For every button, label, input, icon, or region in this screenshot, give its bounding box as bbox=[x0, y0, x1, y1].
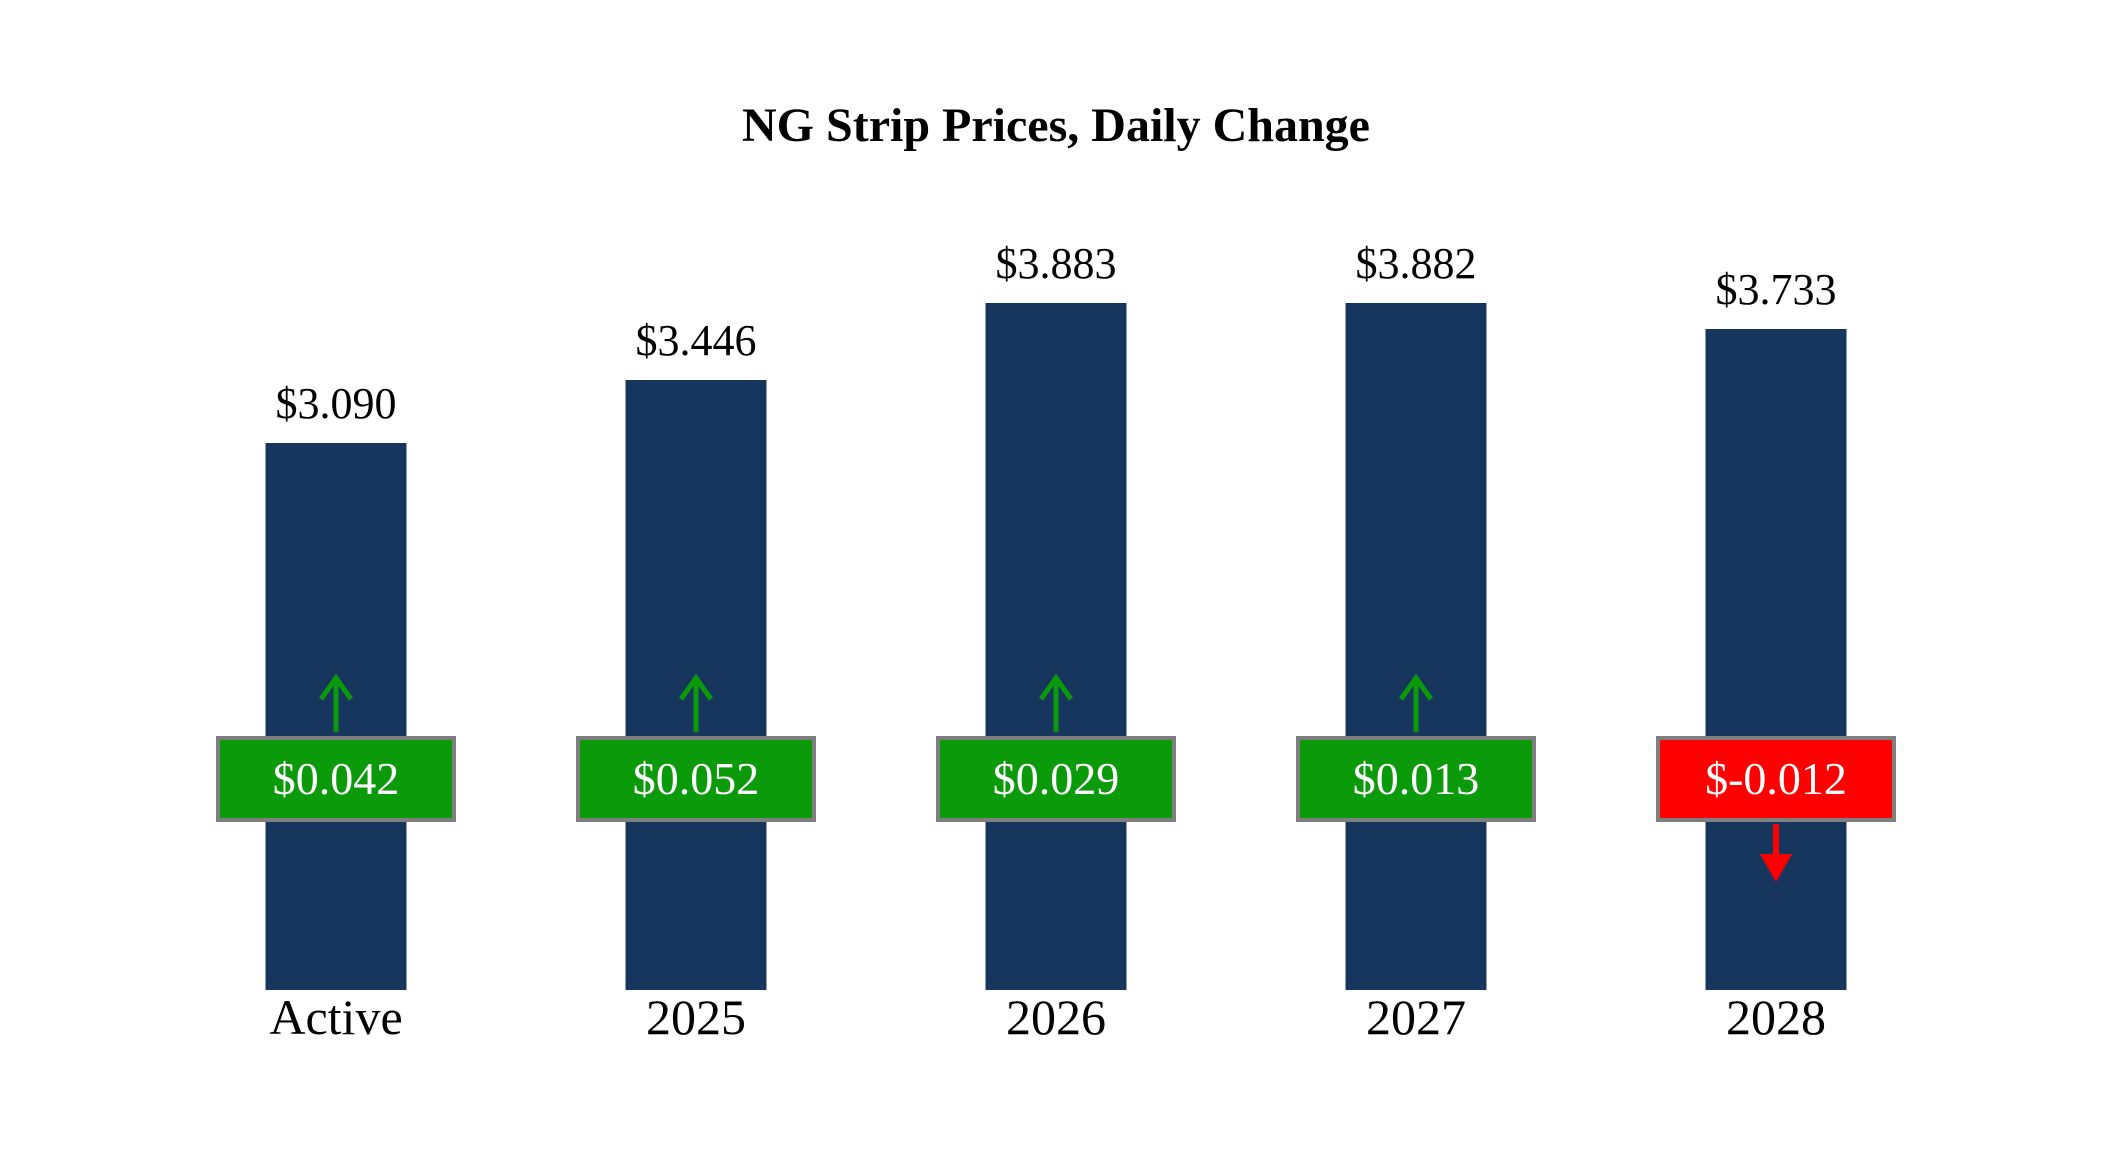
bar-value-label: $3.446 bbox=[635, 316, 757, 365]
up-arrow-icon bbox=[1398, 673, 1434, 732]
bar-value-label: $3.882 bbox=[1355, 239, 1477, 288]
change-badge: $-0.012 bbox=[1656, 736, 1896, 822]
price-bar bbox=[985, 303, 1127, 990]
bar-value-label: $3.733 bbox=[1715, 265, 1837, 314]
down-arrow-icon bbox=[1760, 824, 1792, 882]
category-label: 2027 bbox=[1366, 989, 1466, 1045]
change-badge: $0.029 bbox=[936, 736, 1176, 822]
up-arrow-icon bbox=[678, 673, 714, 732]
up-arrow-icon bbox=[1038, 673, 1074, 732]
bar-value-label: $3.090 bbox=[275, 379, 397, 428]
bar-group: $3.733 $-0.012 2028 bbox=[1596, 0, 1956, 1152]
category-label: 2028 bbox=[1726, 989, 1826, 1045]
bar-group: $3.883 $0.029 2026 bbox=[876, 0, 1236, 1152]
change-badge: $0.052 bbox=[576, 736, 816, 822]
change-badge: $0.013 bbox=[1296, 736, 1536, 822]
category-label: 2025 bbox=[646, 989, 746, 1045]
bar-group: $3.882 $0.013 2027 bbox=[1236, 0, 1596, 1152]
bar-columns: $3.090 $0.042 Active $3.446 $0.052 bbox=[156, 0, 1956, 1152]
change-badge: $0.042 bbox=[216, 736, 456, 822]
up-arrow-icon bbox=[318, 673, 354, 732]
bar-group: $3.090 $0.042 Active bbox=[156, 0, 516, 1152]
bar-group: $3.446 $0.052 2025 bbox=[516, 0, 876, 1152]
price-bar bbox=[1705, 329, 1847, 990]
category-label: 2026 bbox=[1006, 989, 1106, 1045]
bar-value-label: $3.883 bbox=[995, 239, 1117, 288]
price-bar bbox=[1345, 303, 1487, 990]
chart-title: NG Strip Prices, Daily Change bbox=[742, 99, 1370, 152]
category-label: Active bbox=[269, 989, 403, 1045]
